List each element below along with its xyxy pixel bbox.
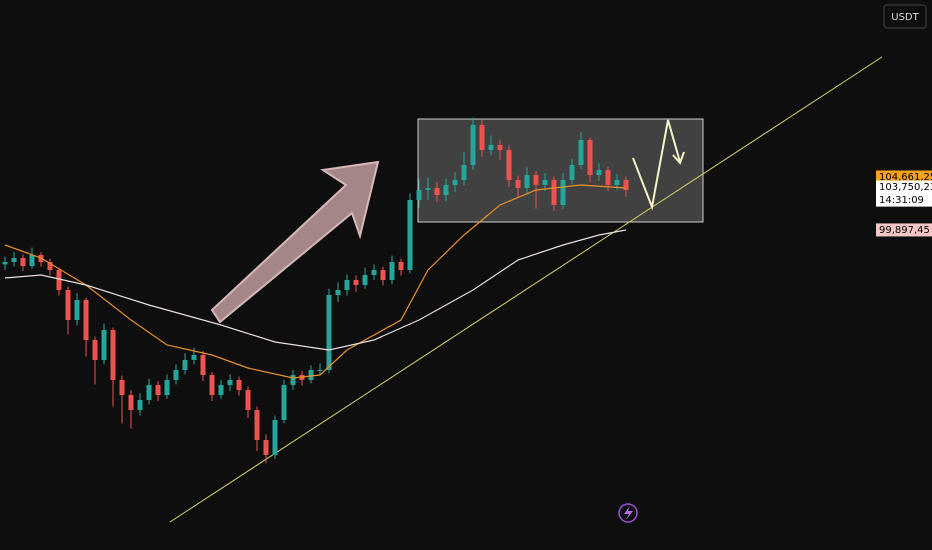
- candle-body: [434, 188, 440, 195]
- candle-body: [155, 385, 161, 395]
- candle-body: [614, 180, 620, 185]
- candle-body: [623, 180, 629, 190]
- candle-body: [407, 200, 413, 270]
- candle-body: [362, 275, 368, 285]
- candle-body: [119, 380, 125, 395]
- candle-body: [236, 380, 242, 390]
- candle-body: [389, 262, 395, 280]
- price-tag: [876, 180, 932, 207]
- candle-body: [272, 420, 278, 455]
- candle-body: [137, 400, 143, 410]
- price-tag-label: 99,897,45: [879, 225, 930, 236]
- candle-body: [488, 145, 494, 150]
- candle-body: [308, 370, 314, 380]
- candle-body: [281, 385, 287, 420]
- icon-bolt: [624, 506, 633, 520]
- range-box: [417, 118, 704, 223]
- moving-average: [4, 184, 627, 379]
- countdown: 14:31:09: [879, 195, 924, 206]
- candle-body: [398, 262, 404, 270]
- candle-body: [533, 175, 539, 185]
- candle-body: [461, 165, 467, 180]
- candle-body: [542, 180, 548, 185]
- candle-body: [425, 188, 431, 190]
- price-tag: [876, 170, 932, 184]
- projection: [632, 119, 681, 211]
- candle-body: [578, 140, 584, 165]
- currency-button[interactable]: [883, 4, 927, 29]
- candle-body: [470, 125, 476, 165]
- candle-body: [452, 180, 458, 185]
- candle-body: [587, 140, 593, 175]
- projection-head: [672, 151, 685, 165]
- candle-body: [443, 185, 449, 195]
- candle-body: [101, 330, 107, 360]
- candle-body: [164, 380, 170, 395]
- candle-body: [47, 262, 53, 270]
- candle-body: [596, 170, 602, 175]
- candle-body: [371, 270, 377, 275]
- candle-body: [524, 175, 530, 188]
- currency: USDT: [891, 12, 919, 23]
- candle-body: [326, 295, 332, 370]
- candle-body: [191, 355, 197, 360]
- trend-line: [169, 56, 883, 523]
- candle-body: [335, 290, 341, 295]
- candle-body: [74, 300, 80, 320]
- candle-body: [416, 190, 422, 200]
- candle-body: [290, 375, 296, 385]
- candle-body: [380, 270, 386, 280]
- candle-body: [479, 125, 485, 150]
- candle-body: [56, 270, 62, 290]
- candle-body: [20, 258, 26, 266]
- moving-average: [4, 229, 627, 351]
- candle-body: [65, 290, 71, 320]
- candle-body: [200, 355, 206, 375]
- candle-body: [29, 255, 35, 266]
- candle-body: [209, 375, 215, 395]
- candle-body: [245, 390, 251, 410]
- candle-body: [515, 180, 521, 188]
- candle-body: [506, 150, 512, 180]
- candle-body: [560, 180, 566, 205]
- candle-body: [551, 180, 557, 205]
- candle-body: [110, 330, 116, 380]
- candle-body: [497, 145, 503, 150]
- candle-body: [344, 280, 350, 290]
- candle-body: [182, 360, 188, 370]
- candle-body: [317, 370, 323, 371]
- candles: [2, 117, 629, 464]
- candle-body: [263, 440, 269, 455]
- icon: [618, 503, 638, 523]
- candle-body: [92, 340, 98, 360]
- candle-body: [569, 165, 575, 180]
- price-tag-label: 103,750,23: [879, 182, 932, 193]
- candle-body: [605, 170, 611, 185]
- candle-body: [11, 258, 17, 262]
- candle-body: [83, 300, 89, 340]
- candle-body: [218, 385, 224, 395]
- candle-body: [227, 380, 233, 385]
- candle-body: [173, 370, 179, 380]
- price-tag-label: 104,661,25: [879, 172, 932, 183]
- candle-body: [128, 395, 134, 410]
- candle-body: [254, 410, 260, 440]
- candle-body: [146, 385, 152, 400]
- price-tag: [876, 223, 932, 237]
- candle-body: [2, 262, 8, 265]
- candle-body: [353, 280, 359, 285]
- arrow: [210, 160, 380, 324]
